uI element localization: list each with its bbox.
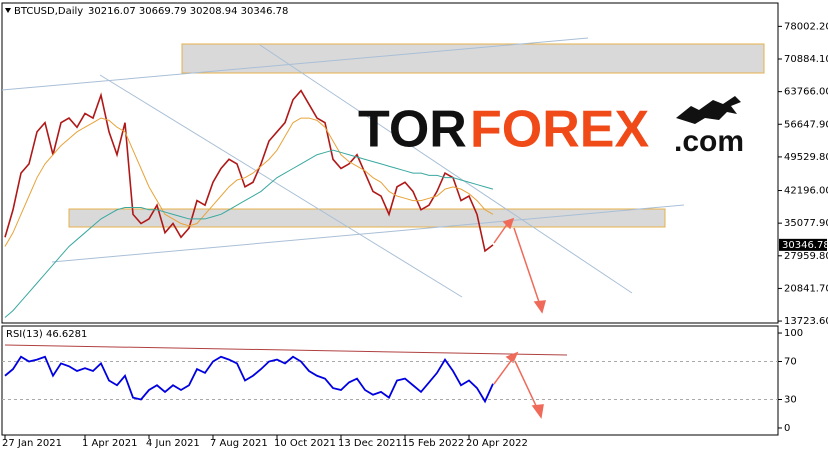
y-tick-label: 35077.90 — [784, 218, 828, 229]
trend-line — [259, 44, 633, 294]
y-tick-label: 49529.80 — [784, 152, 828, 163]
rsi-title: RSI(13) 46.6281 — [6, 329, 87, 340]
price-tag — [779, 238, 827, 251]
x-tick-label: 4 Jun 2021 — [146, 438, 200, 449]
logo-bull-bear — [676, 96, 741, 124]
price-panel — [1, 2, 779, 324]
logo-text: FOREX — [470, 101, 649, 159]
y-tick-label: 100 — [784, 328, 803, 339]
y-tick-label: 70 — [784, 357, 797, 368]
symbol-title: BTCUSD,Daily — [14, 6, 83, 17]
logo-text: TOR — [358, 101, 467, 159]
menu-arrow — [5, 8, 11, 13]
forecast-arrows — [493, 217, 547, 419]
y-tick-label: 20841.70 — [784, 283, 828, 294]
trend-line — [4, 344, 568, 356]
x-tick-label: 15 Feb 2022 — [402, 438, 464, 449]
trend-line — [99, 74, 463, 298]
y-tick-label: 27959.80 — [784, 251, 828, 262]
y-tick-label: 30 — [784, 394, 797, 405]
y-tick-label: 63766.00 — [784, 87, 828, 98]
ohlc-values: 30216.07 30669.79 30208.94 30346.78 — [88, 6, 288, 17]
price-tag-label: 30346.78 — [782, 240, 828, 251]
y-tick-label: 42196.00 — [784, 186, 828, 197]
x-tick-label: 20 Apr 2022 — [466, 438, 528, 449]
y-tick-label: 56647.90 — [784, 119, 828, 130]
x-tick-label: 27 Jan 2021 — [2, 438, 62, 449]
y-tick-label: 70884.10 — [784, 54, 828, 65]
y-tick-label: 13723.60 — [784, 316, 828, 327]
y-tick-label: 0 — [784, 423, 790, 434]
trend-line — [51, 204, 685, 263]
rsi-panel — [1, 325, 779, 436]
series-line — [4, 89, 494, 253]
support-zone — [68, 208, 666, 228]
trend-line — [1, 37, 589, 91]
logo-text: .com — [674, 125, 744, 158]
series-line — [4, 355, 494, 404]
x-tick-label: 13 Dec 2021 — [338, 438, 402, 449]
x-tick-label: 1 Apr 2021 — [82, 438, 137, 449]
x-tick-label: 7 Aug 2021 — [210, 438, 268, 449]
series-line — [4, 117, 494, 247]
series-line — [4, 149, 494, 318]
resistance-zone — [181, 43, 765, 74]
y-tick-label: 78002.20 — [784, 21, 828, 32]
x-tick-label: 10 Oct 2021 — [274, 438, 336, 449]
